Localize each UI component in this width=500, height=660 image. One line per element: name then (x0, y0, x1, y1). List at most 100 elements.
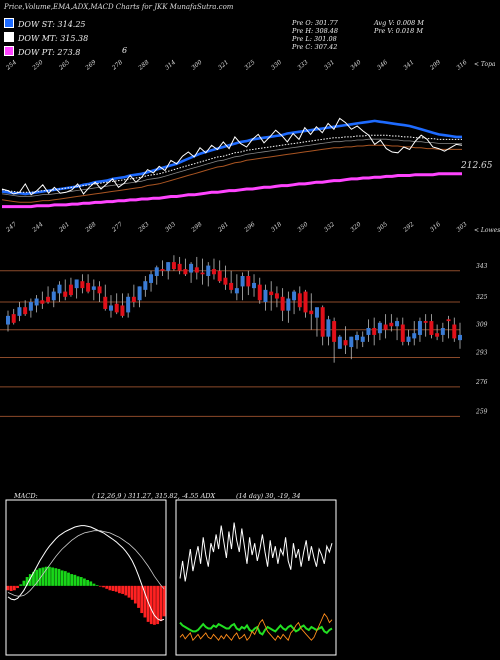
ema-lower-tick: 332 (323, 221, 336, 234)
candle-down (114, 303, 119, 313)
ema-lower-tick: 298 (190, 221, 204, 234)
candle-up (34, 298, 39, 306)
candle-down (223, 277, 228, 285)
candle-up (108, 305, 113, 311)
macd-label: MACD: (14, 492, 38, 500)
macd-hist-bar (111, 585, 115, 591)
candle-up (377, 322, 382, 334)
candle-up (314, 307, 319, 318)
macd-hist-bar (70, 574, 74, 586)
candle-down (274, 293, 279, 299)
macd-hist-bar (28, 574, 32, 586)
candle-down (452, 324, 457, 339)
macd-hist-bar (114, 585, 118, 592)
candle-down (46, 296, 51, 302)
price-panel: 343 325 309 293 276 259 (0, 255, 488, 417)
ema-long-orange-line (1, 144, 462, 203)
macd-hist-bar (57, 568, 61, 586)
candle-up (286, 298, 291, 311)
candle-down (446, 319, 451, 322)
candle-down (103, 296, 108, 309)
candle-down (171, 262, 176, 270)
macd-hist-bar (44, 566, 48, 586)
adx-panel (175, 499, 337, 656)
macd-hist-bar (41, 567, 45, 586)
ema-upper-tick: 316 (455, 59, 468, 72)
candle-up (395, 321, 400, 327)
legend-dow-mt-label: DOW MT: 315.38 (18, 34, 89, 43)
candle-down (86, 282, 91, 292)
ema-upper-tick: 300 (190, 59, 203, 72)
stat-pre-vol: Pre V: 0.018 M (374, 27, 424, 35)
candle-down (400, 324, 405, 342)
stat-avg-vol: Avg V: 0.008 M (374, 19, 424, 27)
macd-hist-bar (124, 585, 128, 596)
ema-upper-tick: 331 (323, 59, 336, 72)
price-level-label: 276 (475, 379, 488, 386)
macd-hist-bar (9, 585, 13, 591)
ema-lower-tick: 292 (402, 221, 416, 234)
stat-close: Pre C: 307.42 (292, 43, 338, 51)
candle-down (246, 276, 251, 287)
ema-lower-tick: 316 (429, 221, 442, 234)
macd-values: ( 12,26,9 ) 311.27, 315.82, -4.55 ADX (92, 492, 216, 500)
ema-upper-tick: 346 (376, 59, 389, 72)
macd-hist-bar (130, 585, 134, 600)
ema-upper-tick: 321 (217, 59, 230, 72)
candle-down (320, 307, 325, 337)
candle-down (217, 270, 222, 282)
candle-down (11, 314, 16, 323)
macd-hist-bar (54, 568, 58, 586)
candle-down (303, 291, 308, 313)
ema-long-grey-line (1, 138, 462, 197)
candle-up (337, 336, 342, 349)
ema-lower-tick: 296 (243, 221, 257, 234)
candle-up (149, 274, 154, 283)
macd-hist-bar (67, 572, 70, 586)
macd-signal-line (7, 530, 165, 597)
candle-down (120, 305, 125, 316)
macd-hist-bar (137, 585, 140, 608)
macd-hist-bar (32, 571, 35, 586)
candle-down (211, 269, 216, 275)
candle-down (429, 321, 434, 335)
ema-lower-tick: 303 (455, 221, 468, 234)
adx-values: (14 day) 30, -19, 34 (236, 492, 301, 500)
adx-series-minus-di (179, 612, 333, 642)
ema-upper-tick: 250 (31, 59, 45, 72)
candle-up (189, 263, 194, 273)
macd-hist-bar (102, 585, 105, 588)
candle-up (240, 276, 245, 287)
ema-lower-tick: 261 (57, 221, 71, 234)
legend-dow-pt-label: DOW PT: 273.8 (18, 48, 81, 57)
macd-hist-bar (22, 580, 26, 586)
macd-hist-bar (121, 585, 125, 594)
macd-panel (5, 499, 167, 656)
ema-upper-tick: 325 (243, 59, 256, 72)
candle-down (389, 322, 394, 327)
candle-down (435, 333, 440, 337)
ema-upper-tick: 254 (4, 59, 18, 72)
macd-hist-bar (76, 576, 80, 586)
macd-hist-bar (47, 566, 51, 586)
candle-down (68, 284, 73, 296)
candle-up (326, 319, 331, 337)
candle-up (166, 262, 171, 271)
candle-up (28, 302, 33, 311)
candle-up (292, 291, 297, 301)
macd-hist-bar (162, 585, 166, 617)
ema-series-dow-mt (1, 134, 462, 193)
macd-hist-bar (6, 585, 10, 591)
candle-down (23, 307, 28, 315)
macd-hist-bar (38, 568, 42, 586)
macd-hist-bar (25, 577, 29, 586)
legend-dow-st-label: DOW ST: 314.25 (18, 20, 86, 29)
candle-up (91, 286, 96, 290)
candle-up (6, 315, 10, 325)
candle-up (360, 336, 365, 342)
macd-hist-bar (86, 579, 89, 586)
candle-down (372, 328, 377, 335)
macd-hist-bar (159, 585, 163, 622)
candle-up (440, 328, 445, 335)
